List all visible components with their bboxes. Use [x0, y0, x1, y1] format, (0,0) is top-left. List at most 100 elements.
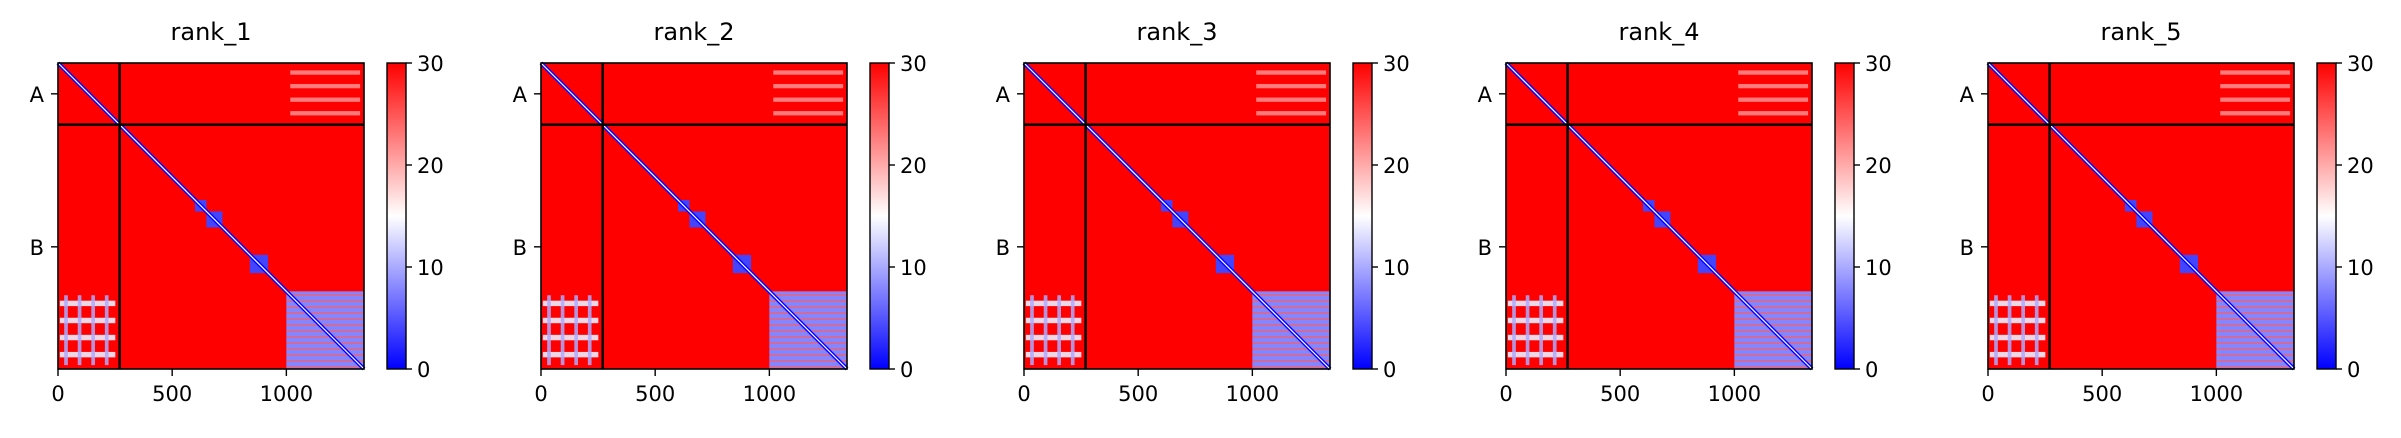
feature-stripe	[773, 83, 844, 89]
feature-column	[1552, 295, 1557, 366]
off-diagonal-feature	[59, 295, 116, 366]
feature-column	[587, 295, 592, 366]
feature-column	[2021, 295, 2025, 366]
feature-stripe	[1256, 111, 1327, 116]
feature-stripe	[1989, 317, 2046, 324]
axes-frame	[540, 62, 848, 370]
feature-stripe	[2220, 83, 2291, 89]
colorbar-tick-label: 30	[900, 52, 927, 76]
colorbar: 0 10 20 30	[386, 52, 444, 382]
diagonal-center	[1023, 62, 1331, 370]
colorbar-tick-label: 10	[900, 256, 927, 280]
x-tick-label: 500	[1600, 382, 1640, 406]
axes-frame	[1505, 62, 1813, 370]
feature-column	[104, 295, 109, 366]
off-diagonal-feature	[542, 295, 599, 366]
heatmap-area	[1986, 61, 2296, 371]
panel-title: rank_2	[654, 18, 735, 46]
feature-column	[1030, 295, 1034, 366]
feature-stripe	[1989, 300, 2046, 307]
y-tick-label: A	[30, 83, 45, 107]
heatmap-area	[539, 61, 849, 371]
y-tick-label: B	[996, 236, 1010, 260]
feature-stripe	[542, 351, 599, 358]
colorbar: 0 10 20 30	[1834, 52, 1892, 382]
feature-stripe	[1738, 70, 1809, 75]
feature-stripe	[542, 334, 599, 341]
colorbar-tick-label: 10	[1383, 256, 1410, 280]
y-tick-label: B	[513, 236, 527, 260]
feature-stripe	[1025, 334, 1082, 341]
off-diagonal-feature	[1256, 70, 1327, 116]
feature-stripe	[290, 111, 361, 116]
colorbar-gradient	[1352, 62, 1373, 370]
feature-stripe	[1507, 317, 1564, 324]
diagonal-center	[1505, 62, 1813, 370]
feature-column	[574, 295, 578, 366]
diagonal-center	[1987, 62, 2295, 370]
feature-stripe	[773, 97, 844, 102]
diagonal-center	[540, 62, 848, 370]
feature-column	[2007, 295, 2012, 366]
feature-column	[77, 295, 82, 366]
panel-title: rank_5	[2101, 18, 2182, 46]
colorbar-tick-label: 0	[900, 358, 913, 382]
y-tick-label: B	[1478, 236, 1492, 260]
feature-stripe	[1025, 351, 1082, 358]
feature-stripe	[59, 300, 116, 307]
colorbar-tick-label: 20	[1865, 154, 1892, 178]
feature-stripe	[542, 300, 599, 307]
colorbar-tick-label: 30	[1383, 52, 1410, 76]
feature-column	[1512, 295, 1516, 366]
feature-column	[1057, 295, 1061, 366]
feature-stripe	[773, 70, 844, 75]
colorbar-gradient	[1834, 62, 1855, 370]
colorbar-gradient	[869, 62, 890, 370]
off-diagonal-feature	[1989, 295, 2046, 366]
x-tick-label: 1000	[1226, 382, 1279, 406]
heatmap-area	[56, 61, 366, 371]
heatmap-area	[1022, 61, 1332, 371]
feature-stripe	[2220, 70, 2291, 75]
colorbar-gradient	[386, 62, 407, 370]
feature-stripe	[1256, 83, 1327, 89]
x-tick-label: 0	[1981, 382, 1994, 406]
off-diagonal-feature	[2220, 70, 2291, 116]
off-diagonal-feature	[1025, 295, 1082, 366]
feature-stripe	[290, 70, 361, 75]
feature-stripe	[1989, 351, 2046, 358]
feature-stripe	[542, 317, 599, 324]
colorbar-tick-label: 20	[900, 154, 927, 178]
diagonal-center	[57, 62, 365, 370]
x-tick-label: 1000	[2190, 382, 2243, 406]
axes-frame	[57, 62, 365, 370]
feature-column	[64, 295, 68, 366]
feature-stripe	[59, 317, 116, 324]
feature-stripe	[1025, 317, 1082, 324]
feature-stripe	[2220, 111, 2291, 116]
feature-stripe	[290, 83, 361, 89]
feature-stripe	[290, 97, 361, 102]
colorbar-tick-label: 10	[417, 256, 444, 280]
feature-column	[547, 295, 551, 366]
y-tick-label: B	[30, 236, 44, 260]
colorbar-tick-label: 20	[2347, 154, 2374, 178]
x-tick-label: 500	[152, 382, 192, 406]
colorbar-tick-label: 30	[417, 52, 444, 76]
feature-stripe	[1507, 300, 1564, 307]
colorbar-gradient	[2316, 62, 2337, 370]
feature-column	[1539, 295, 1543, 366]
feature-stripe	[59, 351, 116, 358]
feature-column	[1525, 295, 1530, 366]
off-diagonal-feature	[773, 70, 844, 116]
y-tick-label: A	[996, 83, 1011, 107]
feature-column	[560, 295, 565, 366]
feature-column	[1994, 295, 1998, 366]
panel-title: rank_3	[1137, 18, 1218, 46]
x-tick-label: 1000	[260, 382, 313, 406]
colorbar-tick-label: 0	[1383, 358, 1396, 382]
colorbar-tick-label: 30	[2347, 52, 2374, 76]
feature-stripe	[1256, 70, 1327, 75]
feature-column	[91, 295, 95, 366]
y-tick-label: A	[1960, 83, 1975, 107]
